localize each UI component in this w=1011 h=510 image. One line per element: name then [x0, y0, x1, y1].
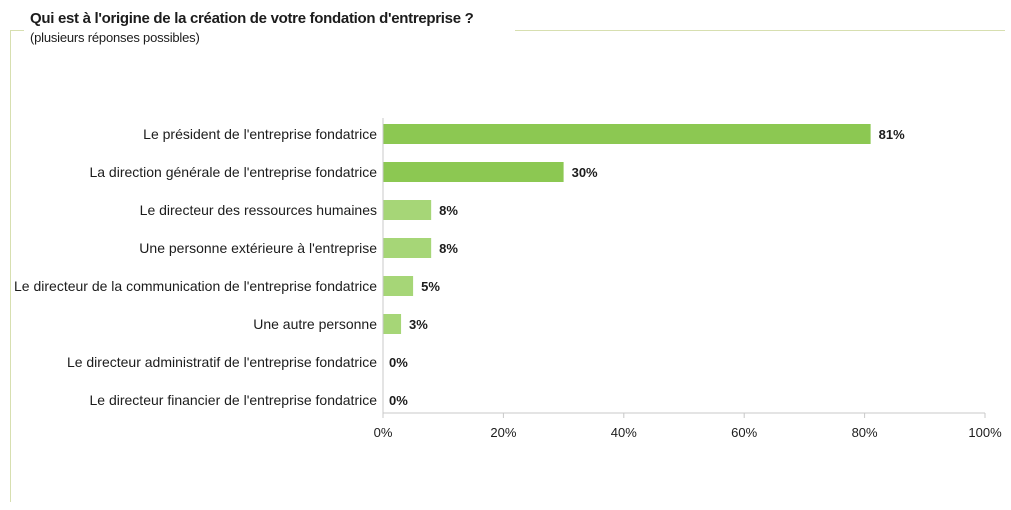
bar [383, 124, 871, 144]
bar [383, 314, 402, 334]
category-label: Une autre personne [253, 316, 377, 332]
chart-title: Qui est à l'origine de la création de vo… [30, 10, 474, 27]
value-label: 30% [572, 165, 598, 180]
x-tick-label: 40% [611, 425, 637, 440]
category-label: Le directeur de la communication de l'en… [14, 278, 377, 294]
value-label: 3% [409, 317, 428, 332]
value-label: 0% [389, 355, 408, 370]
x-tick-label: 20% [490, 425, 516, 440]
frame-left [10, 30, 11, 502]
x-tick-label: 80% [852, 425, 878, 440]
value-label: 8% [439, 241, 458, 256]
category-label: La direction générale de l'entreprise fo… [89, 164, 377, 180]
bar [383, 276, 414, 296]
chart-subtitle: (plusieurs réponses possibles) [30, 30, 200, 45]
x-tick-label: 100% [968, 425, 1002, 440]
x-tick-label: 0% [374, 425, 393, 440]
category-label: Le directeur administratif de l'entrepri… [67, 354, 377, 370]
category-label: Le directeur des ressources humaines [140, 202, 377, 218]
x-tick-label: 60% [731, 425, 757, 440]
bar [383, 238, 432, 258]
value-label: 0% [389, 393, 408, 408]
value-label: 5% [421, 279, 440, 294]
bar [383, 200, 432, 220]
category-label: Le directeur financier de l'entreprise f… [90, 392, 378, 408]
category-label: Le président de l'entreprise fondatrice [143, 126, 377, 142]
bar [383, 162, 564, 182]
value-label: 81% [879, 127, 905, 142]
category-label: Une personne extérieure à l'entreprise [139, 240, 377, 256]
frame-top-left [10, 30, 24, 31]
frame-top-right [515, 30, 1005, 31]
value-label: 8% [439, 203, 458, 218]
